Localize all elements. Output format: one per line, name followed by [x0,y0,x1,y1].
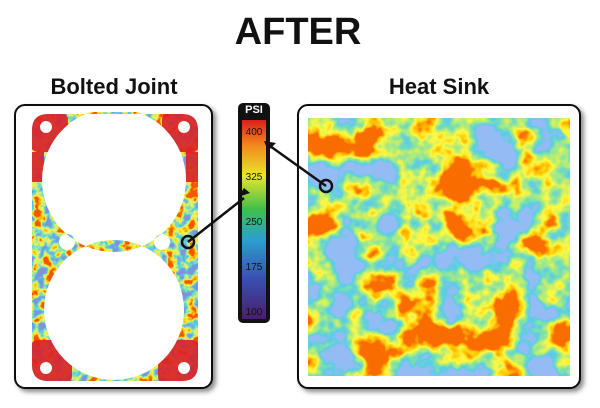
colorbar [242,120,266,319]
title: AFTER [235,11,362,53]
scale-unit: PSI [245,104,263,116]
arrowhead [264,141,276,151]
scale-tick-label: 175 [246,262,263,273]
probe-marker [318,178,334,194]
heat-sink-map [308,118,570,376]
scale-tick-label: 250 [246,217,263,228]
probe-marker [180,234,196,250]
panel-label: Bolted Joint [50,74,178,99]
pointers [187,144,327,243]
scale-tick-label: 400 [246,127,263,138]
arrowhead [238,188,250,197]
scale-tick-label: 325 [246,172,263,183]
scale-tick-label: 100 [246,307,263,318]
panel-label: Heat Sink [389,74,490,99]
